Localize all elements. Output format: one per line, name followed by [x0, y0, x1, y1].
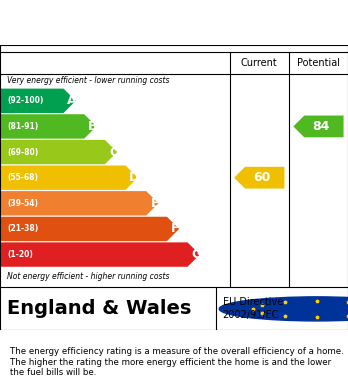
Polygon shape	[0, 191, 158, 215]
Text: F: F	[171, 222, 180, 235]
Polygon shape	[293, 116, 343, 137]
Text: (1-20): (1-20)	[7, 250, 33, 259]
Polygon shape	[0, 140, 117, 164]
Text: (92-100): (92-100)	[7, 96, 44, 105]
Text: G: G	[191, 248, 201, 261]
Text: (55-68): (55-68)	[7, 173, 38, 182]
Polygon shape	[0, 217, 179, 241]
Text: 84: 84	[312, 120, 330, 133]
Text: A: A	[67, 94, 77, 107]
Polygon shape	[234, 167, 284, 188]
Text: (39-54): (39-54)	[7, 199, 38, 208]
Text: Very energy efficient - lower running costs: Very energy efficient - lower running co…	[7, 75, 169, 84]
Text: (21-38): (21-38)	[7, 224, 38, 233]
Text: 60: 60	[253, 171, 270, 184]
Circle shape	[219, 297, 348, 321]
Text: Not energy efficient - higher running costs: Not energy efficient - higher running co…	[7, 272, 169, 281]
Text: Energy Efficiency Rating: Energy Efficiency Rating	[50, 13, 298, 32]
Text: The energy efficiency rating is a measure of the overall efficiency of a home. T: The energy efficiency rating is a measur…	[10, 347, 344, 377]
Text: Potential: Potential	[297, 58, 340, 68]
Text: England & Wales: England & Wales	[7, 300, 191, 318]
Text: EU Directive: EU Directive	[223, 298, 283, 307]
Text: (69-80): (69-80)	[7, 147, 38, 156]
Polygon shape	[0, 114, 96, 139]
Text: 2002/91/EC: 2002/91/EC	[223, 310, 279, 320]
Text: B: B	[88, 120, 97, 133]
Text: C: C	[109, 145, 118, 159]
Polygon shape	[0, 89, 76, 113]
Polygon shape	[0, 242, 200, 267]
Text: E: E	[151, 197, 159, 210]
Polygon shape	[0, 165, 138, 190]
Text: D: D	[129, 171, 139, 184]
Text: (81-91): (81-91)	[7, 122, 38, 131]
Text: Current: Current	[241, 58, 278, 68]
